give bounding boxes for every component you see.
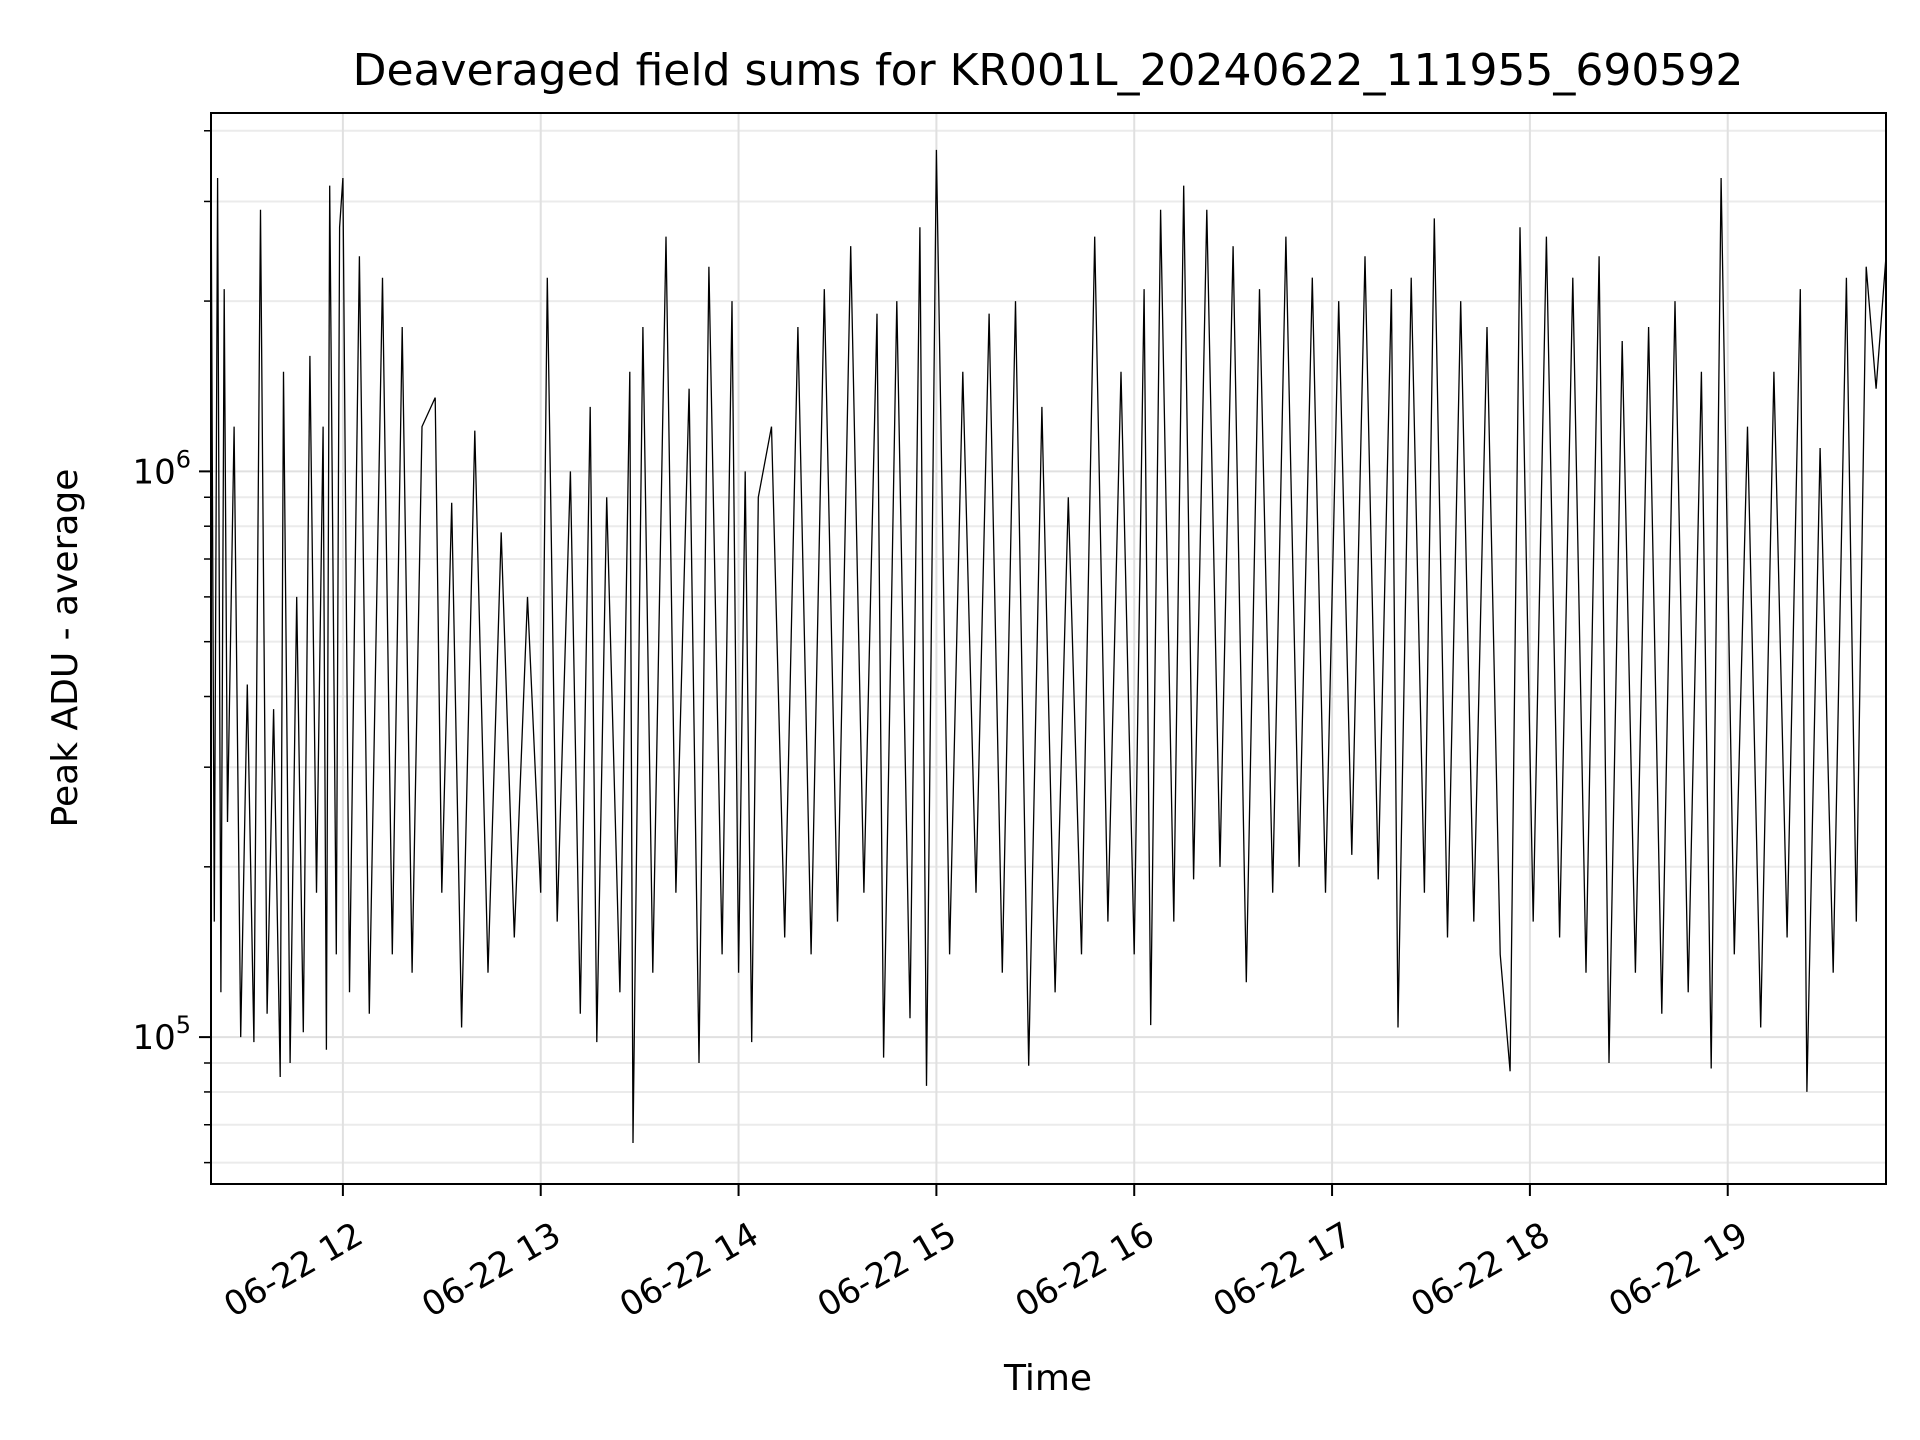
x-axis-label: Time: [1003, 1358, 1092, 1399]
data-series: [210, 149, 1887, 1144]
plot-frame: [210, 112, 1887, 1185]
series-line: [210, 149, 1887, 1144]
grid: [211, 113, 1886, 1184]
chart-title: Deaveraged field sums for KR001L_2024062…: [353, 45, 1744, 96]
y-tick-label: 106: [132, 445, 191, 492]
y-tick-label: 105: [132, 1011, 191, 1058]
y-axis-ticks: 105 106: [132, 130, 211, 1164]
y-axis-label: Peak ADU - average: [45, 469, 86, 828]
